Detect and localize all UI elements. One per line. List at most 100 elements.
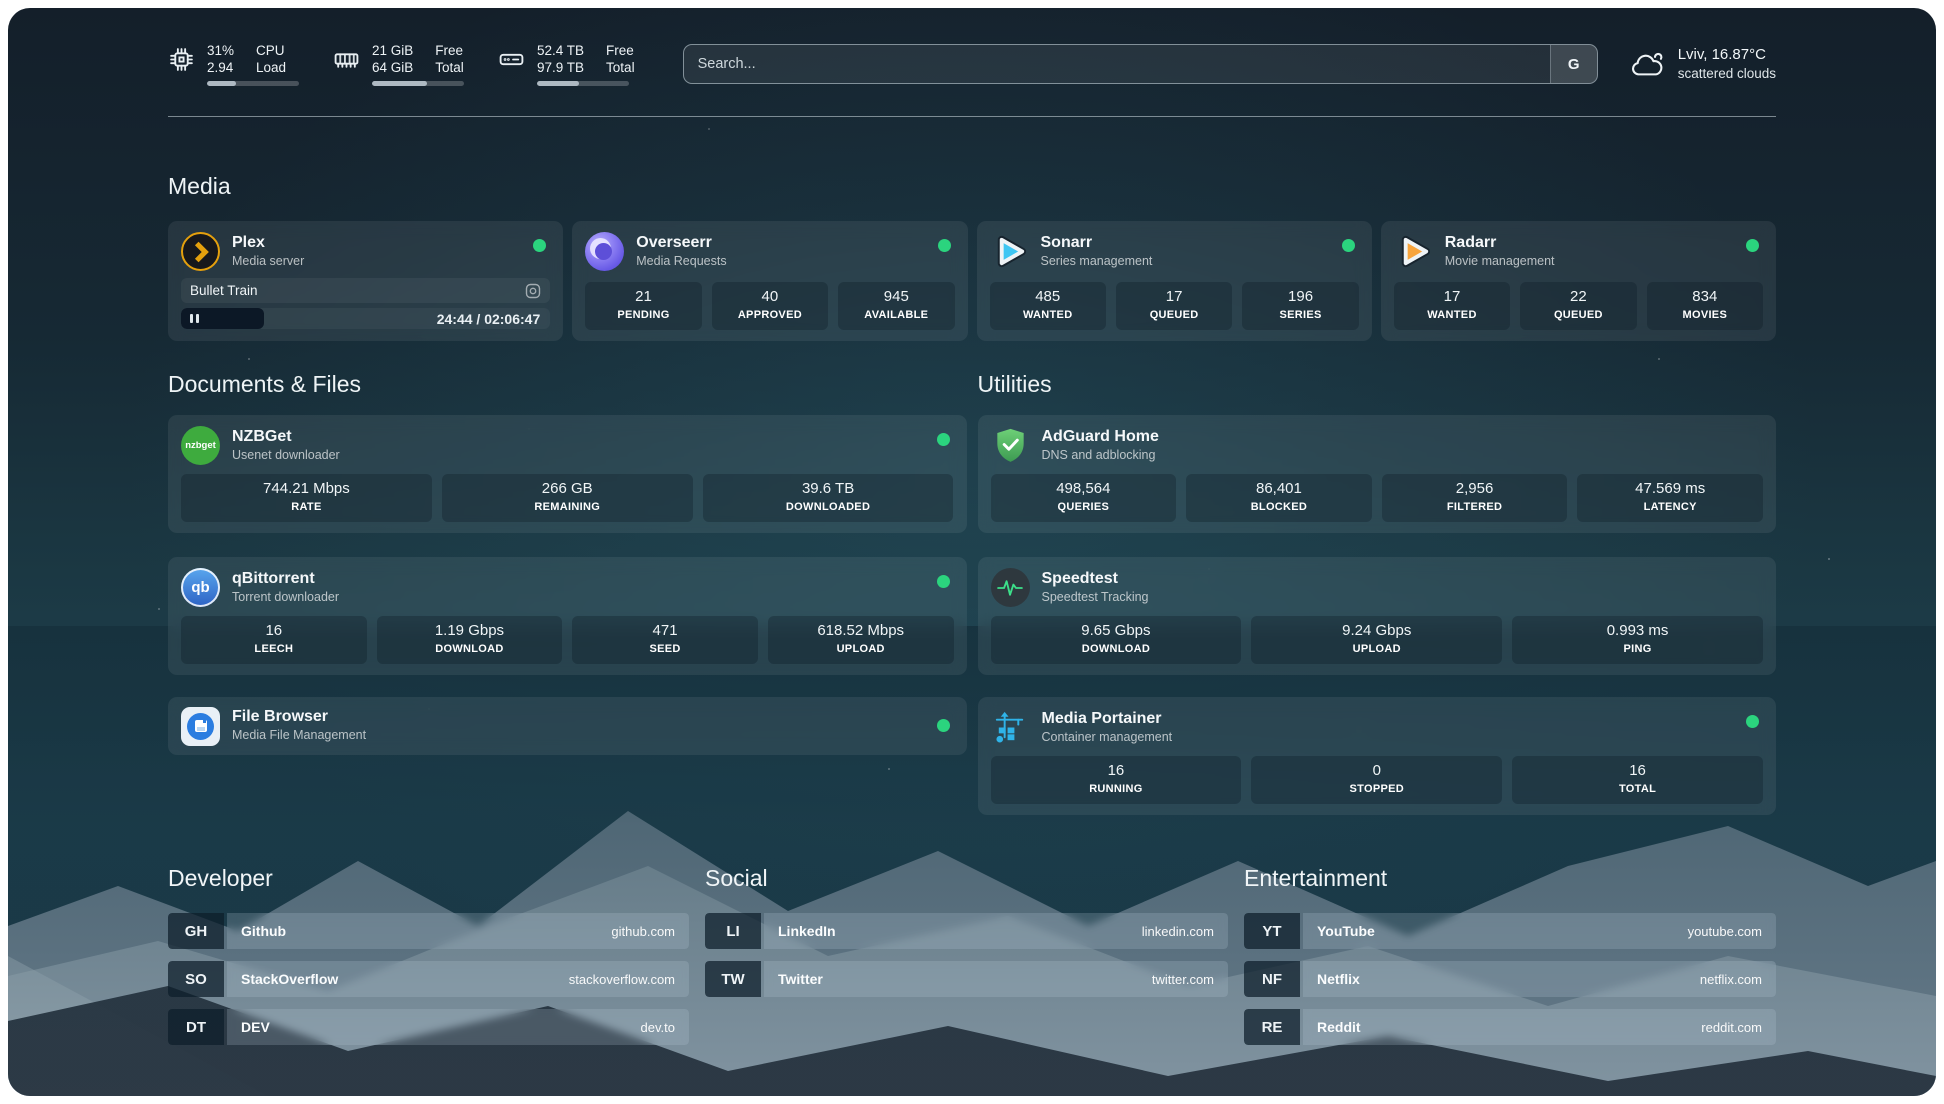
- stat-value: 744.21 Mbps: [263, 480, 350, 497]
- bookmark-url: linkedin.com: [1141, 923, 1214, 939]
- stat-label: BLOCKED: [1250, 501, 1308, 513]
- disk-total-label: Total: [606, 60, 635, 75]
- bookmark-netflix[interactable]: NF Netflix netflix.com: [1244, 961, 1776, 997]
- stat-label: WANTED: [1427, 309, 1477, 321]
- search-input[interactable]: [683, 56, 1550, 72]
- stat-value: 40: [761, 288, 779, 305]
- stat-value: 2,956: [1455, 480, 1494, 497]
- bookmark-dev[interactable]: DT DEV dev.to: [168, 1009, 689, 1045]
- pause-icon: [190, 314, 193, 323]
- stat-box: 47.569 ms LATENCY: [1577, 474, 1763, 522]
- weather-location-temp: Lviv, 16.87°C: [1677, 46, 1766, 63]
- filebrowser-icon: [181, 706, 220, 746]
- stat-box: 1.19 Gbps DOWNLOAD: [376, 616, 563, 664]
- radarr-icon: [1394, 232, 1433, 271]
- app-name: Sonarr: [1040, 233, 1093, 251]
- stat-label: UPLOAD: [1352, 643, 1401, 655]
- stat-label: DOWNLOAD: [435, 643, 504, 655]
- bookmark-name: DEV: [241, 1019, 270, 1035]
- bookmark-twitter[interactable]: TW Twitter twitter.com: [705, 961, 1228, 997]
- disk-icon: [499, 53, 524, 65]
- sonarr-icon: [990, 232, 1029, 271]
- stat-box: 17 WANTED: [1393, 282, 1511, 330]
- now-playing-row: Bullet Train: [181, 278, 551, 303]
- status-dot-online: [1746, 239, 1759, 252]
- section-title-social: Social: [705, 865, 768, 891]
- card-plex[interactable]: Plex Media server Bullet Train 24:44 / 0: [168, 221, 564, 341]
- bookmark-url: youtube.com: [1687, 923, 1762, 939]
- cpu-label: CPU: [256, 43, 285, 58]
- stat-box: 86,401 BLOCKED: [1186, 474, 1372, 522]
- bookmark-youtube[interactable]: YT YouTube youtube.com: [1244, 913, 1776, 949]
- stat-value: 196: [1288, 288, 1314, 305]
- card-sonarr[interactable]: Sonarr Series management 485 WANTED 17 Q…: [976, 221, 1372, 341]
- stat-label: LATENCY: [1643, 501, 1697, 513]
- ram-total-label: Total: [435, 60, 464, 75]
- card-speedtest[interactable]: Speedtest Speedtest Tracking 9.65 Gbps D…: [977, 557, 1776, 675]
- app-description: Media server: [232, 253, 305, 268]
- stat-box: 9.65 Gbps DOWNLOAD: [990, 616, 1242, 664]
- bookmark-name: YouTube: [1317, 923, 1375, 939]
- stat-value: 0.993 ms: [1606, 622, 1669, 639]
- status-dot-online: [1341, 239, 1355, 252]
- stat-label: RUNNING: [1089, 783, 1143, 795]
- app-description: Torrent downloader: [232, 589, 340, 604]
- stat-value: 16: [1629, 762, 1646, 779]
- disk-progress-fill: [537, 81, 580, 86]
- section-title-documents: Documents & Files: [168, 371, 362, 397]
- bookmark-reddit[interactable]: RE Reddit reddit.com: [1244, 1009, 1776, 1045]
- card-filebrowser[interactable]: File Browser Media File Management: [168, 697, 967, 755]
- stat-box: 744.21 Mbps RATE: [181, 474, 432, 522]
- stat-label: FILTERED: [1446, 501, 1503, 513]
- top-bar: 31% 2.94 CPU Load: [168, 8, 1776, 96]
- stat-label: TOTAL: [1618, 783, 1657, 795]
- plex-icon: [181, 232, 220, 271]
- bookmark-abbr-badge: SO: [168, 961, 224, 997]
- bookmark-group-developer: Developer GH Github github.com SO StackO…: [168, 815, 689, 1045]
- cpu-progress-track: [207, 81, 299, 86]
- status-dot-online: [936, 433, 950, 446]
- bookmark-name: StackOverflow: [241, 971, 339, 987]
- card-radarr[interactable]: Radarr Movie management 17 WANTED 22 QUE…: [1380, 221, 1776, 341]
- ram-icon: [334, 52, 359, 68]
- stat-label: PING: [1623, 643, 1652, 655]
- stat-box: 2,956 FILTERED: [1381, 474, 1568, 522]
- card-overseerr[interactable]: Overseerr Media Requests 21 PENDING 40 A…: [572, 221, 968, 341]
- stat-box: 471 SEED: [572, 616, 758, 664]
- playback-elapsed[interactable]: [181, 308, 264, 329]
- section-title-utilities: Utilities: [977, 371, 1052, 397]
- stat-value: 17: [1165, 288, 1183, 305]
- bookmark-linkedin[interactable]: LI LinkedIn linkedin.com: [705, 913, 1228, 949]
- card-adguard[interactable]: AdGuard Home DNS and adblocking 498,564 …: [977, 415, 1776, 533]
- stat-value: 498,564: [1056, 480, 1111, 497]
- status-dot-online: [533, 239, 547, 252]
- stat-value: 47.569 ms: [1635, 480, 1706, 497]
- search-engine-button[interactable]: G: [1549, 45, 1597, 83]
- app-description: Movie management: [1444, 253, 1555, 268]
- cloud-icon: [1631, 52, 1663, 76]
- bookmark-group-social: Social LI LinkedIn linkedin.com TW Twitt…: [705, 815, 1228, 1045]
- stat-value: 17: [1443, 288, 1461, 305]
- topbar-divider: [168, 116, 1776, 117]
- ram-free-value: 21 GiB: [372, 43, 414, 58]
- cpu-usage-value: 31%: [207, 43, 235, 58]
- bookmark-abbr-badge: YT: [1244, 913, 1300, 949]
- stat-label: QUEUED: [1149, 309, 1199, 321]
- stat-label: QUERIES: [1057, 501, 1110, 513]
- stat-value: 22: [1570, 288, 1587, 305]
- bookmark-name: LinkedIn: [778, 923, 836, 939]
- cpu-load-value: 2.94: [207, 60, 234, 75]
- stat-value: 0: [1372, 762, 1381, 779]
- bookmark-stackoverflow[interactable]: SO StackOverflow stackoverflow.com: [168, 961, 689, 997]
- bookmark-github[interactable]: GH Github github.com: [168, 913, 689, 949]
- bookmark-url: dev.to: [640, 1019, 675, 1035]
- status-dot-online: [1746, 715, 1759, 728]
- stat-box: 39.6 TB DOWNLOADED: [702, 474, 954, 522]
- stat-value: 16: [265, 622, 283, 639]
- stat-label: RATE: [291, 501, 322, 513]
- card-nzbget[interactable]: nzbget NZBGet Usenet downloader 744.21 M…: [168, 415, 967, 533]
- overseerr-icon: [585, 232, 625, 271]
- card-qbittorrent[interactable]: qb qBittorrent Torrent downloader 16 LEE…: [168, 557, 967, 675]
- card-portainer[interactable]: Media Portainer Container management 16 …: [977, 697, 1776, 815]
